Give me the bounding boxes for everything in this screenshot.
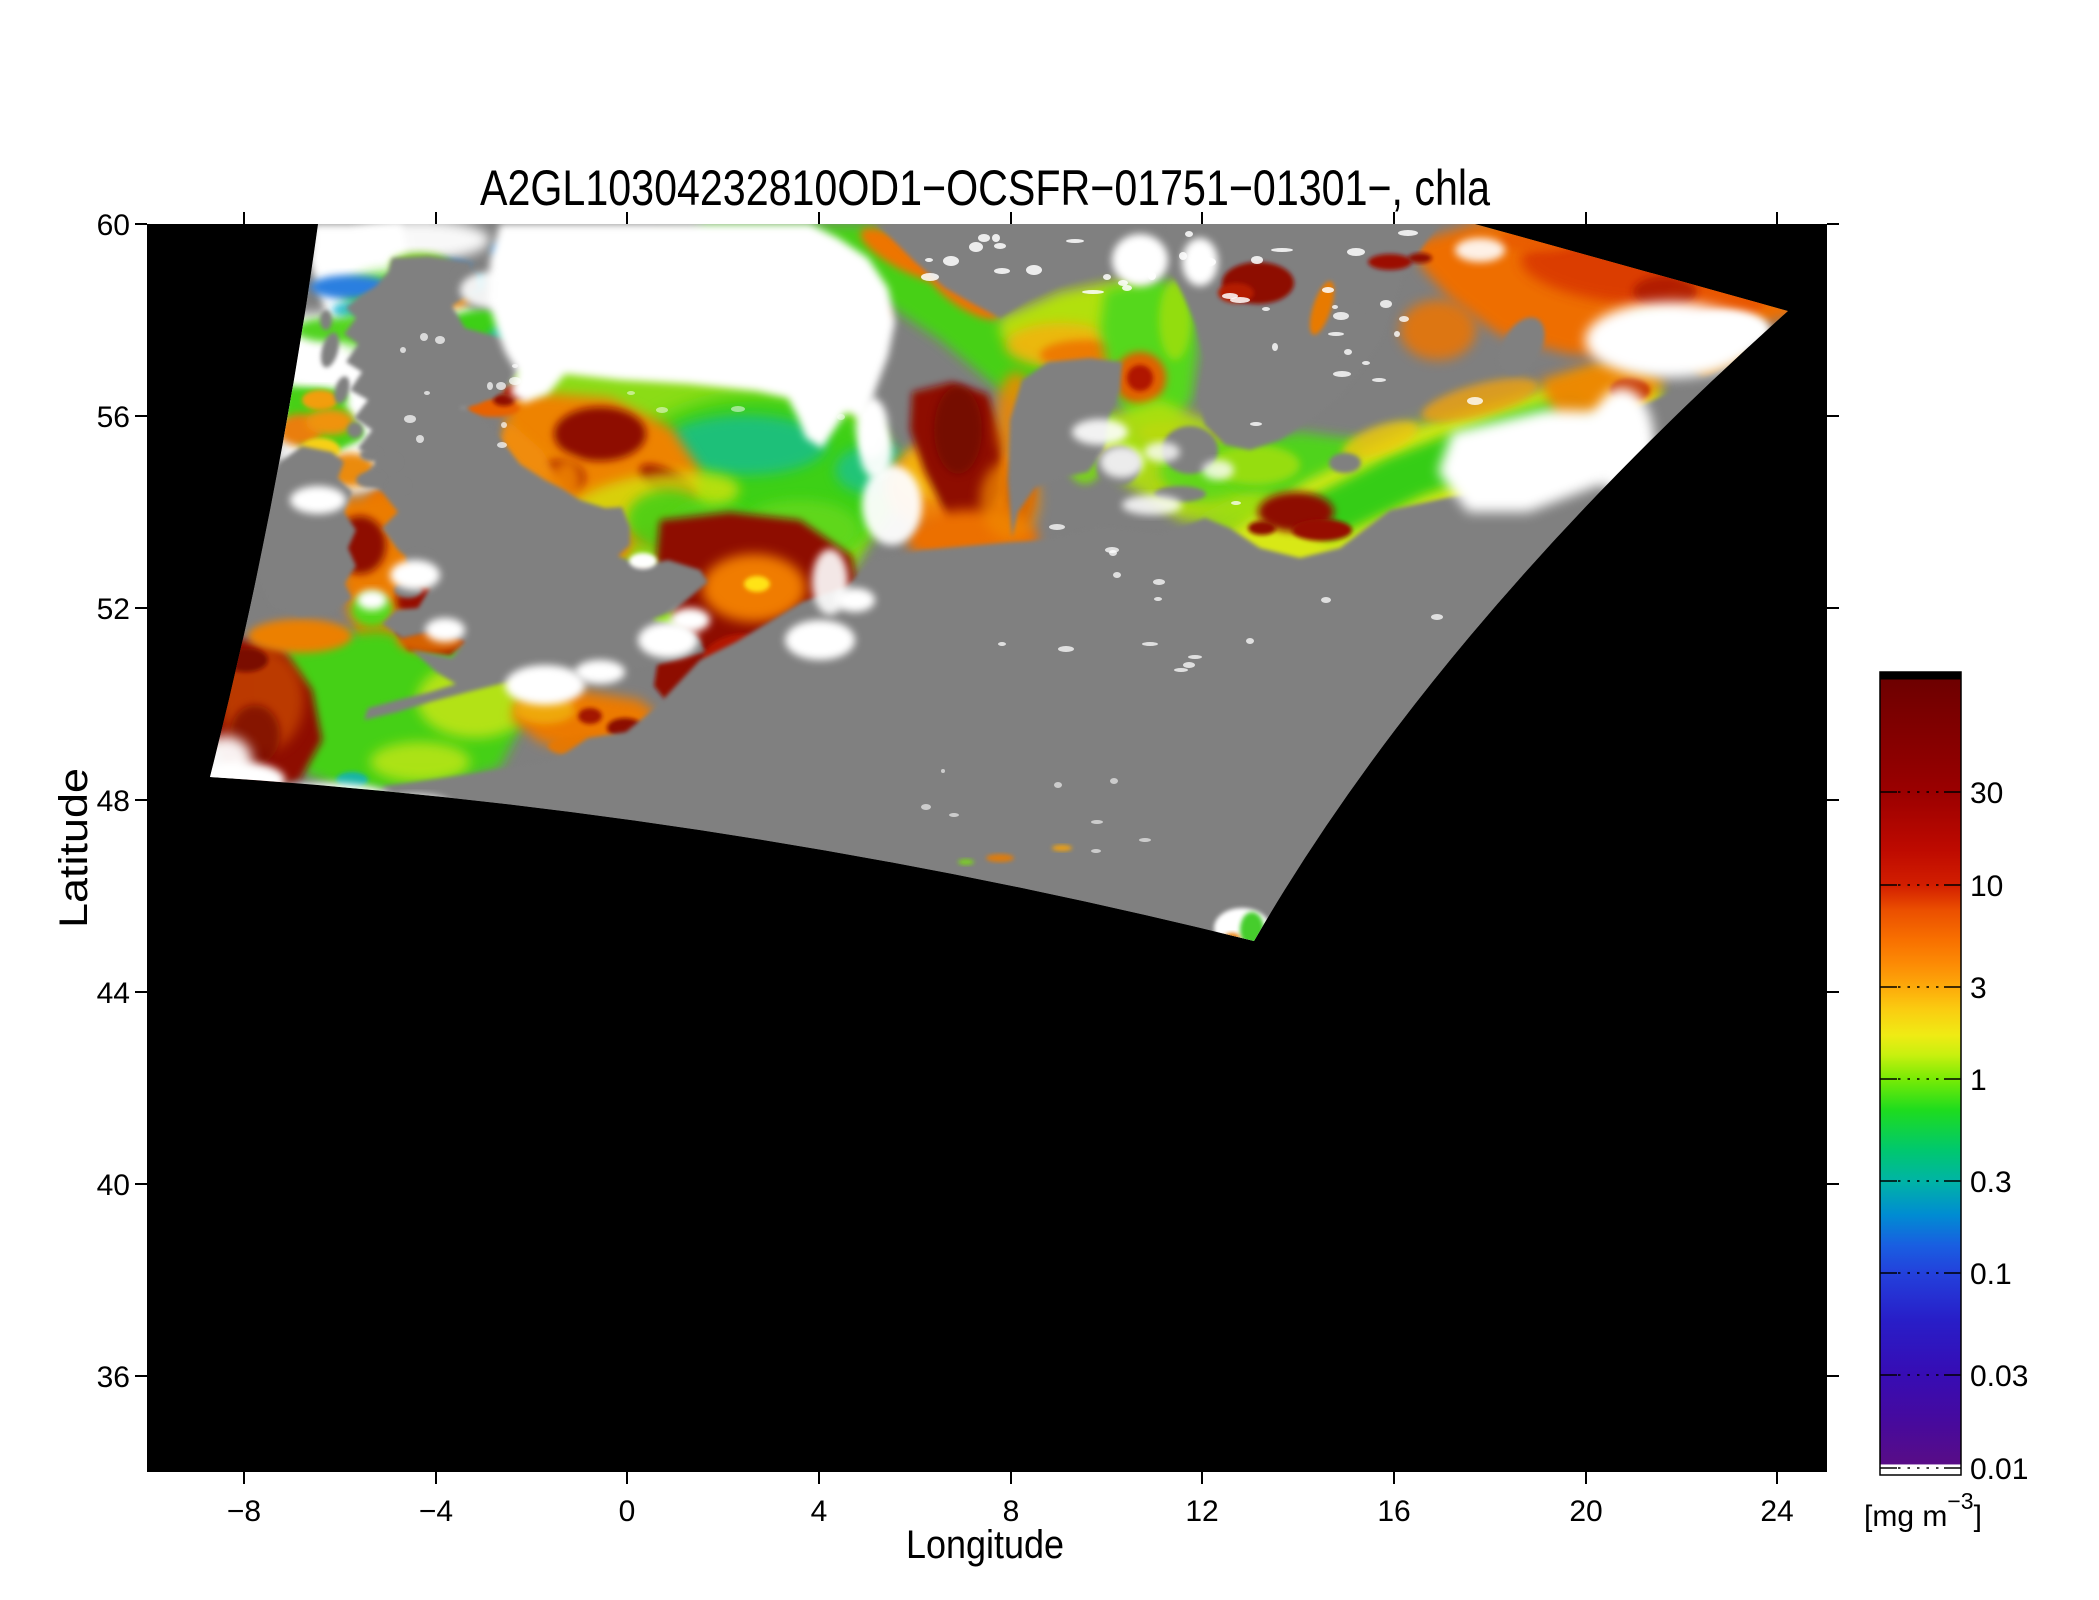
svg-text:52: 52 xyxy=(97,593,130,626)
svg-text:30: 30 xyxy=(1970,777,2003,810)
svg-text:60: 60 xyxy=(97,209,130,242)
svg-text:3: 3 xyxy=(1970,972,1987,1005)
svg-text:36: 36 xyxy=(97,1361,130,1394)
svg-text:48: 48 xyxy=(97,785,130,818)
svg-text:A2GL10304232810OD1−OCSFR−01751: A2GL10304232810OD1−OCSFR−01751−01301−, c… xyxy=(480,160,1490,216)
svg-text:Longitude: Longitude xyxy=(906,1523,1064,1567)
svg-text:12: 12 xyxy=(1185,1495,1218,1528)
svg-text:[mg m−3]: [mg m−3] xyxy=(1864,1488,1982,1533)
svg-text:56: 56 xyxy=(97,401,130,434)
svg-text:8: 8 xyxy=(1003,1495,1020,1528)
svg-text:0: 0 xyxy=(619,1495,636,1528)
svg-text:44: 44 xyxy=(97,977,130,1010)
svg-text:0.03: 0.03 xyxy=(1970,1360,2028,1393)
svg-text:4: 4 xyxy=(811,1495,828,1528)
svg-text:1: 1 xyxy=(1970,1064,1987,1097)
svg-text:0.01: 0.01 xyxy=(1970,1453,2028,1486)
svg-text:40: 40 xyxy=(97,1169,130,1202)
svg-text:20: 20 xyxy=(1569,1495,1602,1528)
svg-text:−8: −8 xyxy=(227,1495,261,1528)
svg-text:10: 10 xyxy=(1970,870,2003,903)
svg-text:Latitude: Latitude xyxy=(52,768,96,928)
svg-text:16: 16 xyxy=(1377,1495,1410,1528)
svg-text:0.3: 0.3 xyxy=(1970,1166,2012,1199)
svg-text:0.1: 0.1 xyxy=(1970,1258,2012,1291)
svg-text:−4: −4 xyxy=(419,1495,453,1528)
svg-text:24: 24 xyxy=(1760,1495,1793,1528)
